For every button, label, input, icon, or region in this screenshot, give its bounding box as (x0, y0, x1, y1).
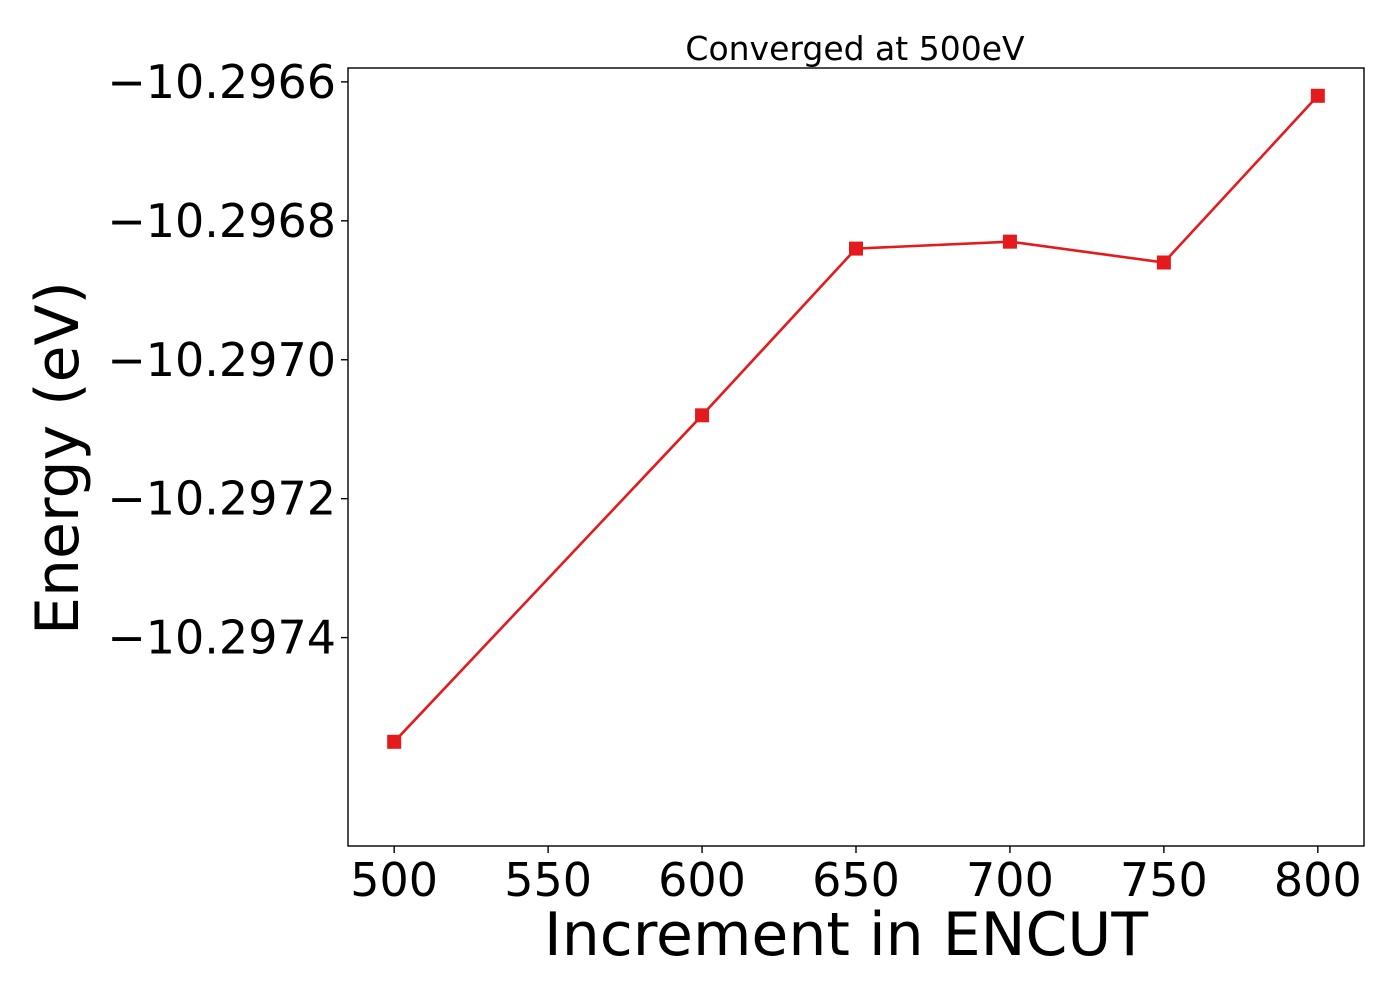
y-tick-label: −10.2970 (107, 333, 336, 387)
x-tick-label: 600 (658, 853, 746, 907)
plot-frame (347, 67, 1365, 847)
x-tick-label: 750 (1120, 853, 1208, 907)
x-axis-label: Increment in ENCUT (544, 900, 1148, 970)
y-tick-label: −10.2966 (107, 55, 336, 109)
data-point-marker (1156, 255, 1171, 270)
data-point-marker (1310, 88, 1325, 103)
y-axis-label: Energy (eV) (23, 281, 93, 635)
x-tick-label: 500 (350, 853, 438, 907)
series-layer (387, 88, 1325, 749)
y-tick-label: −10.2972 (107, 472, 336, 526)
x-tick-label: 700 (966, 853, 1054, 907)
data-point-marker (1002, 234, 1017, 249)
data-point-marker (849, 241, 863, 256)
data-point-marker (695, 408, 710, 423)
series-line (393, 94, 1319, 743)
chart-title: Converged at 500eV (685, 29, 1025, 68)
data-point-marker (387, 734, 402, 749)
y-axis-ticks: −10.2966 −10.2968 −10.2970 −10.2972 −10.2974 (107, 55, 348, 665)
x-tick-label: 800 (1274, 853, 1362, 907)
x-tick-label: 550 (504, 853, 592, 907)
y-tick-label: −10.2968 (107, 194, 336, 248)
x-axis-ticks: 500 550 600 650 700 750 800 (350, 846, 1362, 907)
y-tick-label: −10.2974 (107, 611, 336, 665)
x-tick-label: 650 (812, 853, 900, 907)
